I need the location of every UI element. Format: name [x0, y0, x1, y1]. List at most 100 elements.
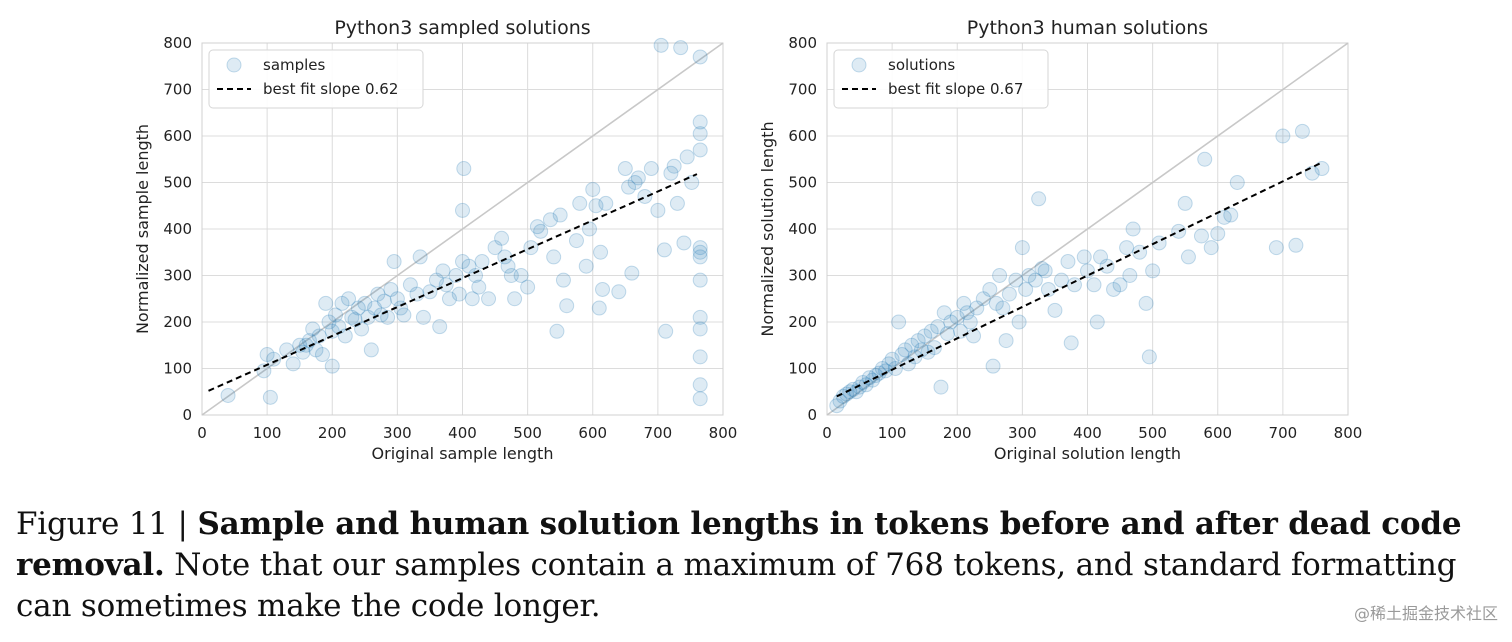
- y-tick-label: 800: [163, 34, 192, 52]
- data-point: [1288, 237, 1304, 253]
- data-point: [624, 265, 640, 281]
- best-fit-line: [208, 173, 698, 392]
- data-point: [692, 142, 708, 158]
- data-point: [435, 263, 451, 279]
- data-point: [643, 161, 659, 177]
- data-point: [692, 321, 708, 337]
- data-point: [389, 291, 405, 307]
- figure-caption: Figure 11 | Sample and human solution le…: [16, 504, 1506, 627]
- data-point: [835, 388, 851, 404]
- data-point: [936, 305, 952, 321]
- data-point: [1040, 281, 1056, 297]
- data-point: [692, 349, 708, 365]
- data-point: [451, 286, 467, 302]
- y-tick-label: 200: [788, 313, 817, 331]
- data-point: [1125, 221, 1141, 237]
- data-point: [1216, 209, 1232, 225]
- data-point: [412, 249, 428, 265]
- chart-title: Python3 human solutions: [967, 17, 1208, 39]
- x-tick-label: 800: [709, 424, 738, 442]
- data-point: [692, 240, 708, 256]
- legend-marker-scatter: [851, 57, 867, 73]
- data-point: [324, 323, 340, 339]
- data-point: [962, 314, 978, 330]
- data-point: [370, 286, 386, 302]
- data-point: [1034, 261, 1050, 277]
- data-point: [334, 295, 350, 311]
- plot-frame: [826, 42, 1349, 416]
- legend-label-fit: best fit slope 0.67: [888, 80, 1023, 98]
- data-point: [1197, 151, 1213, 167]
- data-point: [1027, 272, 1043, 288]
- data-point: [959, 305, 975, 321]
- watermark: @稀土掘金技术社区: [1353, 604, 1498, 623]
- data-point: [1037, 263, 1053, 279]
- data-point: [692, 377, 708, 393]
- data-point: [1119, 240, 1135, 256]
- data-point: [341, 291, 357, 307]
- legend-marker-scatter: [226, 57, 242, 73]
- data-point: [848, 384, 864, 400]
- data-point: [559, 298, 575, 314]
- data-point: [568, 233, 584, 249]
- data-point: [1294, 123, 1310, 139]
- data-point: [966, 328, 982, 344]
- scatter-points: [829, 123, 1330, 414]
- data-point: [533, 223, 549, 239]
- data-point: [591, 300, 607, 316]
- data-point: [1053, 272, 1069, 288]
- data-point: [350, 300, 366, 316]
- data-point: [1145, 263, 1161, 279]
- caption-title: Sample and human solution lengths in tok…: [16, 506, 1462, 583]
- data-point: [383, 281, 399, 297]
- x-tick-label: 300: [1008, 424, 1037, 442]
- x-tick-label: 600: [578, 424, 607, 442]
- data-point: [630, 170, 646, 186]
- x-tick-label: 100: [253, 424, 282, 442]
- data-point: [943, 314, 959, 330]
- y-tick-label: 0: [807, 406, 817, 424]
- data-point: [396, 307, 412, 323]
- x-tick-label: 700: [1269, 424, 1298, 442]
- data-point: [456, 161, 472, 177]
- x-tick-label: 200: [318, 424, 347, 442]
- data-point: [318, 295, 334, 311]
- data-point: [692, 391, 708, 407]
- data-point: [1122, 268, 1138, 283]
- y-tick-label: 600: [163, 127, 192, 145]
- data-point: [357, 295, 373, 311]
- data-point: [593, 244, 609, 260]
- data-point: [487, 240, 503, 256]
- data-point: [441, 291, 457, 307]
- data-point: [692, 249, 708, 265]
- data-point: [884, 351, 900, 367]
- y-tick-label: 300: [163, 267, 192, 285]
- data-point: [500, 258, 516, 274]
- y-axis-label: Normalized sample length: [133, 124, 152, 334]
- data-point: [692, 309, 708, 325]
- y-tick-label: 400: [163, 220, 192, 238]
- data-point: [656, 242, 672, 258]
- data-point: [494, 230, 510, 246]
- data-point: [314, 347, 330, 363]
- y-tick-label: 800: [788, 34, 817, 52]
- data-point: [829, 398, 845, 414]
- data-point: [581, 221, 597, 237]
- x-axis-label: Original solution length: [994, 444, 1181, 463]
- data-point: [904, 337, 920, 353]
- data-point: [982, 281, 998, 297]
- y-axis-label: Normalized solution length: [758, 121, 777, 336]
- data-point: [386, 254, 402, 270]
- x-tick-label: 400: [448, 424, 477, 442]
- data-point: [917, 328, 933, 344]
- data-point: [842, 384, 858, 400]
- data-point: [894, 347, 910, 363]
- data-point: [503, 268, 519, 283]
- data-point: [985, 358, 1001, 374]
- data-point: [995, 300, 1011, 316]
- data-point: [650, 202, 666, 218]
- data-point: [529, 219, 545, 235]
- data-point: [1086, 277, 1102, 293]
- data-point: [653, 37, 669, 53]
- y-tick-label: 200: [163, 313, 192, 331]
